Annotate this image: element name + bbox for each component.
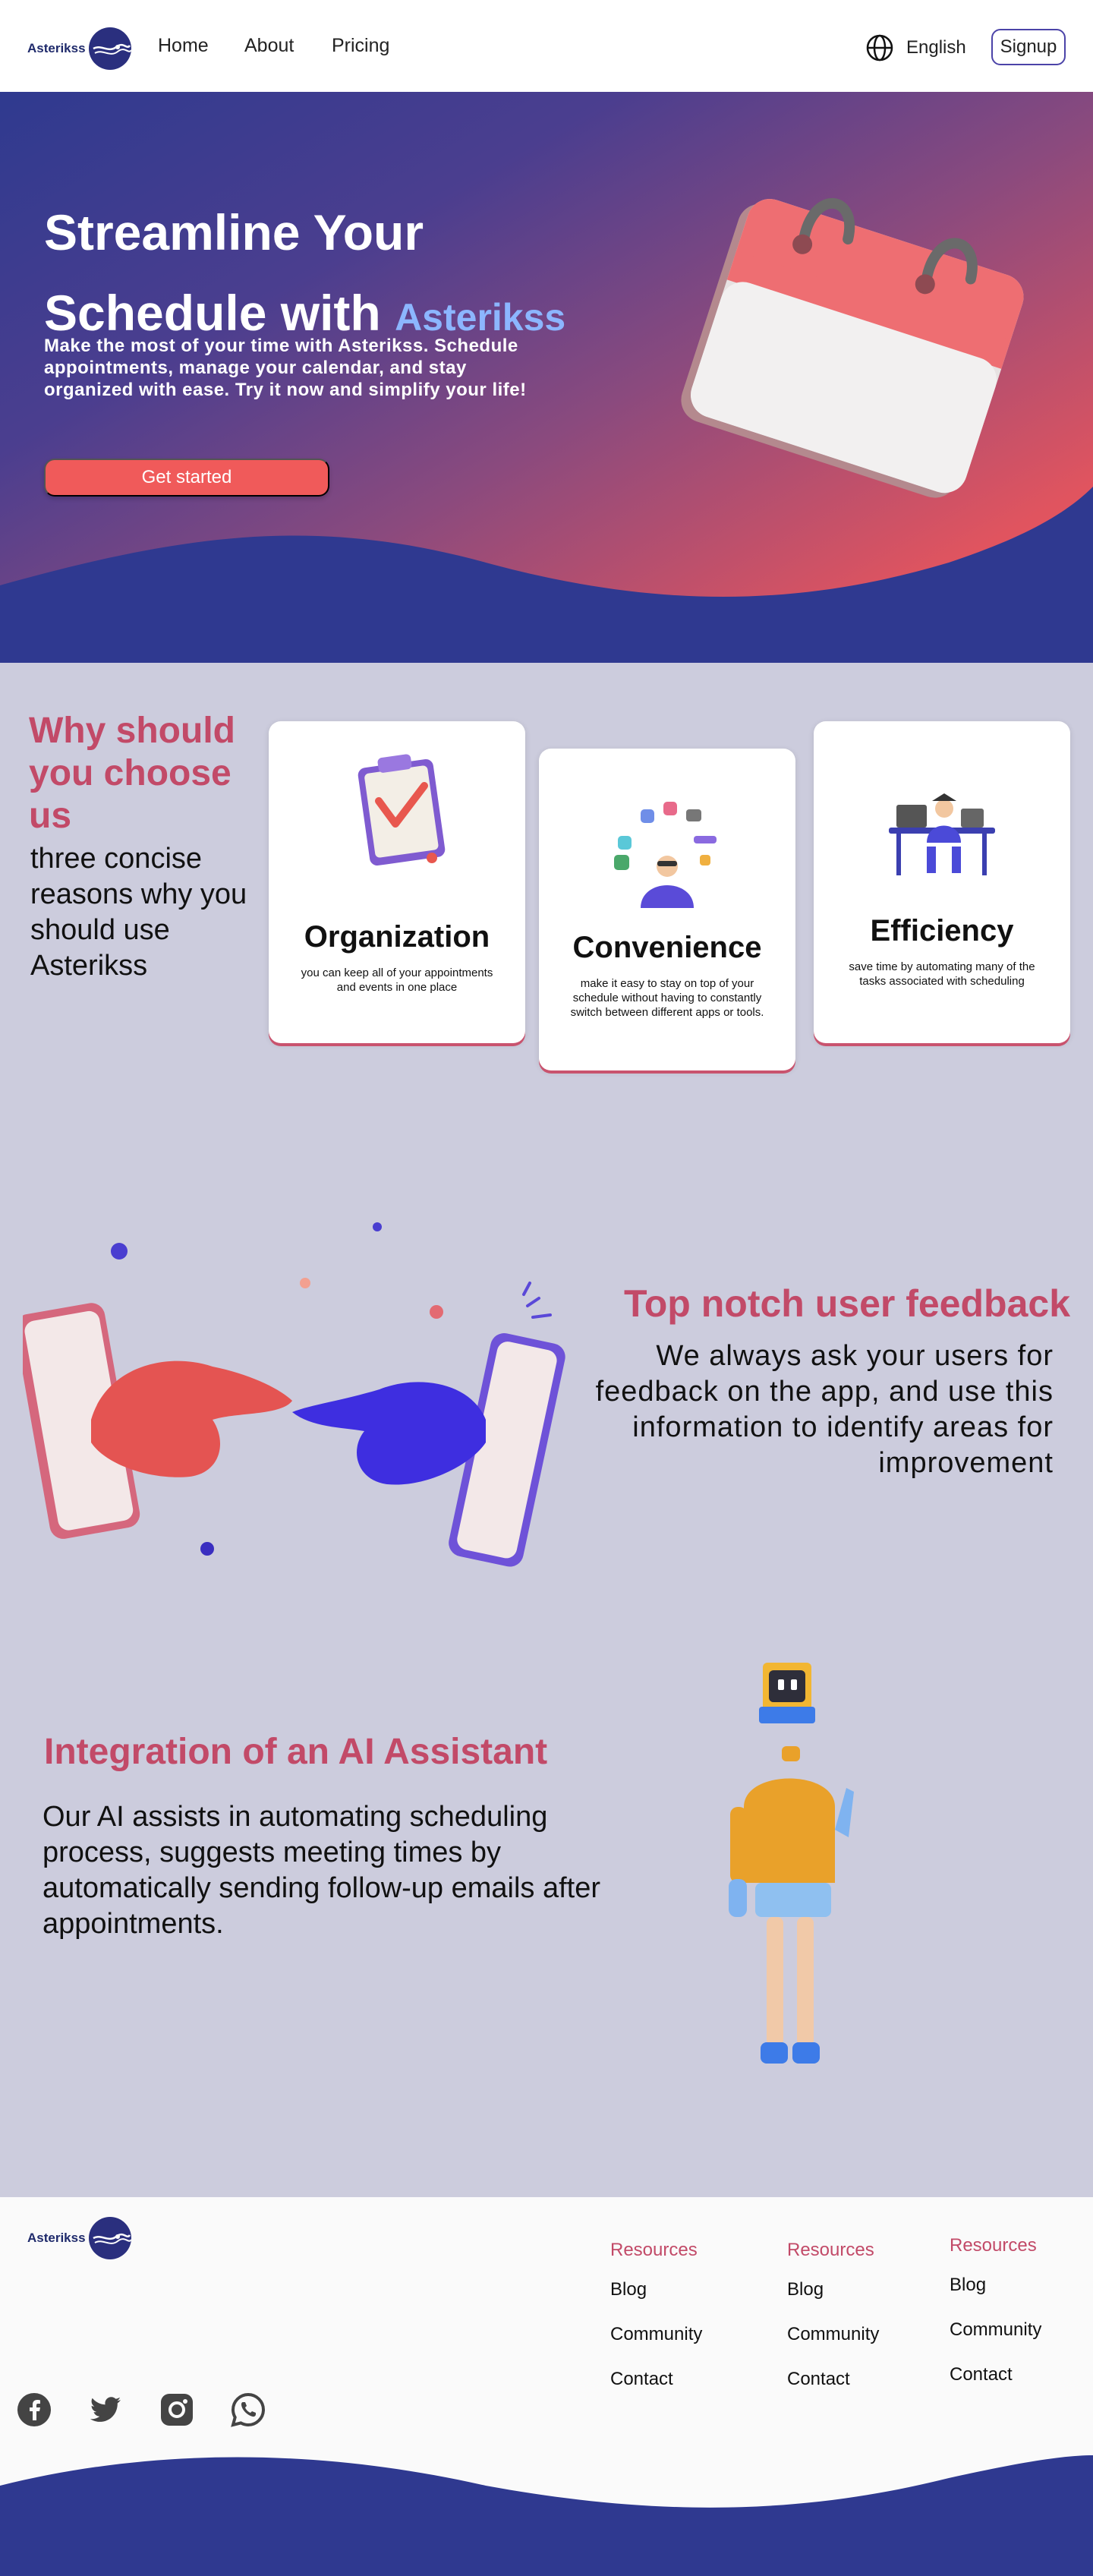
card-description: save time by automating many of the task… xyxy=(849,960,1035,988)
logo-text: Asterikss xyxy=(27,2231,86,2245)
why-subtitle: three concise reasons why you should use… xyxy=(30,843,247,982)
hero-subtitle: Make the most of your time with Asteriks… xyxy=(44,336,527,400)
hero-wave-shape xyxy=(0,487,1093,663)
footer-wave-shape xyxy=(0,2455,1093,2576)
language-selector[interactable]: English xyxy=(865,33,966,62)
footer-contact-link[interactable]: Contact xyxy=(610,2369,673,2389)
hero-title: Streamline Your Schedule with Asterikss xyxy=(44,192,565,358)
footer-logo[interactable]: Asterikss xyxy=(27,2217,131,2259)
footer-blog-link[interactable]: Blog xyxy=(787,2279,824,2300)
footer-column-2: Resources Blog Community Contact xyxy=(787,2240,879,2414)
footer-community-link[interactable]: Community xyxy=(787,2324,880,2344)
nav-home-link[interactable]: Home xyxy=(158,35,209,56)
get-started-button[interactable]: Get started xyxy=(44,459,329,497)
footer-blog-link[interactable]: Blog xyxy=(610,2279,647,2300)
hero-title-brand: Asterikss xyxy=(395,296,566,339)
ai-title: Integration of an AI Assistant xyxy=(44,1732,548,1772)
footer-heading: Resources xyxy=(610,2240,698,2260)
whatsapp-icon[interactable] xyxy=(230,2392,266,2428)
feature-card-efficiency: Efficiency save time by automating many … xyxy=(814,721,1070,1043)
footer-contact-link[interactable]: Contact xyxy=(950,2364,1013,2385)
footer-contact-link[interactable]: Contact xyxy=(787,2369,850,2389)
logo-text: Asterikss xyxy=(27,41,86,55)
facebook-icon[interactable] xyxy=(16,2392,52,2428)
footer-community-link[interactable]: Community xyxy=(610,2324,703,2344)
instagram-icon[interactable] xyxy=(159,2392,195,2428)
feedback-title: Top notch user feedback xyxy=(623,1282,1070,1325)
calendar-illustration xyxy=(681,197,1024,498)
top-nav: Asterikss Home About Pricing English Sig… xyxy=(0,0,1093,92)
card-description: you can keep all of your appointments an… xyxy=(301,966,493,994)
nav-pricing-link[interactable]: Pricing xyxy=(332,35,390,56)
card-description: make it easy to stay on top of your sche… xyxy=(570,977,764,1019)
logo-mark-icon xyxy=(88,27,131,70)
footer: Asterikss Resources Blog Community Conta… xyxy=(0,2197,1093,2576)
why-title: Why should you choose us xyxy=(29,711,235,836)
globe-icon xyxy=(866,34,893,61)
hero-title-line1: Streamline Your xyxy=(44,204,424,260)
twitter-icon[interactable] xyxy=(87,2392,124,2428)
footer-column-1: Resources Blog Community Contact xyxy=(610,2240,702,2414)
feature-card-convenience: Convenience make it easy to stay on top … xyxy=(539,749,795,1070)
footer-community-link[interactable]: Community xyxy=(950,2319,1042,2340)
ai-text: Our AI assists in automating scheduling … xyxy=(43,1801,601,1940)
nav-about-link[interactable]: About xyxy=(244,35,295,56)
footer-heading: Resources xyxy=(787,2240,874,2260)
footer-heading: Resources xyxy=(950,2235,1037,2256)
footer-column-3: Resources Blog Community Contact xyxy=(950,2235,1041,2409)
card-title: Convenience xyxy=(572,931,762,964)
robot-figure-illustration xyxy=(729,1663,854,2064)
signup-button[interactable]: Signup xyxy=(991,29,1066,65)
feature-card-organization: Organization you can keep all of your ap… xyxy=(269,721,525,1043)
logo[interactable]: Asterikss xyxy=(27,27,131,70)
card-title: Efficiency xyxy=(870,914,1014,947)
juggling-person-illustration xyxy=(614,802,717,908)
hero-section: Streamline Your Schedule with Asterikss … xyxy=(0,92,1093,663)
footer-blog-link[interactable]: Blog xyxy=(950,2275,987,2295)
feedback-text: We always ask your users for feedback on… xyxy=(595,1340,1054,1479)
phone-hands-illustration xyxy=(23,1222,565,1567)
hero-title-line2: Schedule with xyxy=(44,285,381,341)
language-label: English xyxy=(906,37,966,58)
logo-mark-icon xyxy=(88,2217,131,2259)
clipboard-illustration xyxy=(358,754,446,866)
desk-worker-illustration xyxy=(889,793,995,875)
card-title: Organization xyxy=(304,920,490,954)
